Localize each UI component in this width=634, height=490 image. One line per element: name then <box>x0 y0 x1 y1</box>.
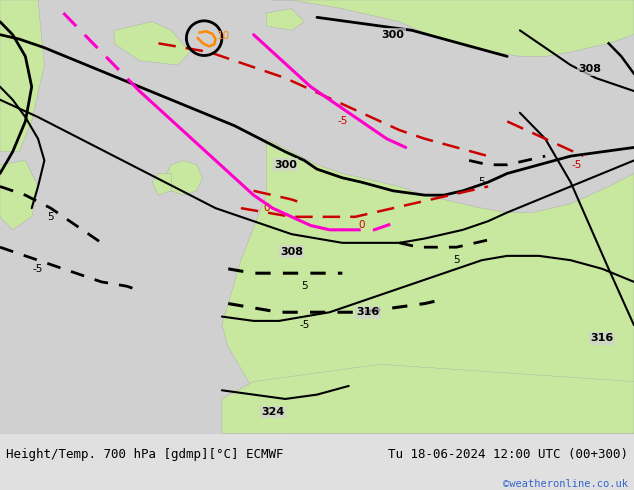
Text: 10: 10 <box>217 30 230 41</box>
Text: 300: 300 <box>274 160 297 170</box>
Text: 308: 308 <box>280 246 303 257</box>
Text: ©weatheronline.co.uk: ©weatheronline.co.uk <box>503 479 628 489</box>
Text: 5: 5 <box>479 177 485 187</box>
Text: 324: 324 <box>261 407 284 417</box>
Text: 316: 316 <box>591 333 614 343</box>
Polygon shape <box>165 160 203 195</box>
Text: -5: -5 <box>299 320 309 330</box>
Text: 308: 308 <box>578 64 601 74</box>
Polygon shape <box>114 22 190 65</box>
Text: -5: -5 <box>337 117 347 126</box>
Text: -5: -5 <box>572 160 582 170</box>
Text: 316: 316 <box>356 307 379 317</box>
Polygon shape <box>0 0 44 152</box>
Text: 5: 5 <box>48 212 54 222</box>
Polygon shape <box>152 173 171 195</box>
Polygon shape <box>222 364 634 434</box>
Polygon shape <box>0 160 38 230</box>
Polygon shape <box>273 0 634 56</box>
Text: 5: 5 <box>301 281 307 291</box>
Polygon shape <box>222 139 634 434</box>
Text: Tu 18-06-2024 12:00 UTC (00+300): Tu 18-06-2024 12:00 UTC (00+300) <box>387 448 628 461</box>
Text: 0: 0 <box>263 203 269 213</box>
Text: 0: 0 <box>358 220 365 230</box>
Text: 300: 300 <box>382 30 404 40</box>
Text: 5: 5 <box>453 255 460 265</box>
Text: Height/Temp. 700 hPa [gdmp][°C] ECMWF: Height/Temp. 700 hPa [gdmp][°C] ECMWF <box>6 448 284 461</box>
Text: -5: -5 <box>33 264 43 274</box>
Polygon shape <box>266 9 304 30</box>
